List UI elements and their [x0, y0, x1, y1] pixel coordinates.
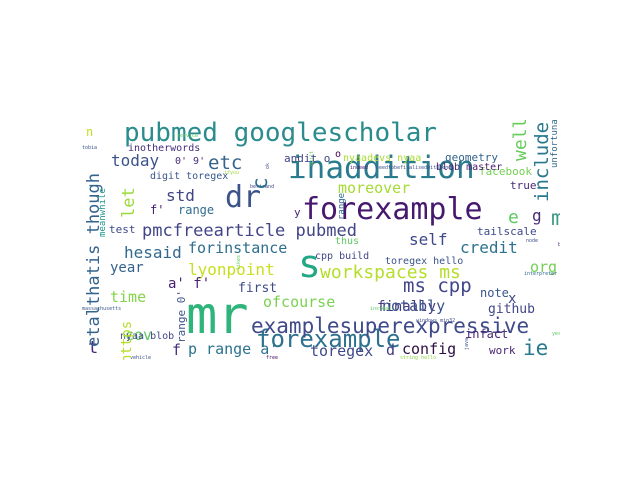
word-inotherwords: inotherwords: [128, 143, 201, 154]
word-x: x: [508, 291, 517, 307]
word-well: well: [510, 120, 531, 161]
word-y: y: [294, 206, 301, 219]
word-infact: infact: [465, 327, 509, 341]
word-d: d: [386, 341, 396, 359]
word-test: test: [109, 223, 136, 236]
word-andit: andit o: [284, 152, 331, 165]
word-notably: notably: [382, 297, 446, 315]
word-lyonpoint: lyonpoint: [188, 260, 275, 279]
word-facebook: facebook: [479, 165, 532, 178]
word-s: s: [298, 242, 321, 286]
word-thus: thus: [335, 236, 360, 247]
word-bertrand: bertrand: [250, 184, 275, 190]
word-nyaa-blob: nyaa blob: [120, 331, 175, 342]
word-java: java: [464, 337, 470, 350]
word-note: note: [480, 286, 509, 300]
word-n: n: [86, 125, 94, 139]
word-ifyou: ifyou: [224, 170, 240, 176]
word-finally: finally: [377, 299, 437, 315]
word-moreover: moreover: [338, 179, 411, 197]
word-credit: credit: [460, 238, 518, 257]
word-year: year: [110, 260, 144, 276]
word-m: m: [551, 206, 560, 230]
word-needtobefinalisedwith-end: needtobefinalisedwith end: [376, 165, 452, 171]
word-node: node: [526, 238, 539, 244]
word-range-1: range: [178, 203, 215, 217]
word-self: self: [409, 230, 448, 249]
word-pmcfreearticle-pubmed: pmcfreearticle pubmed: [142, 221, 357, 241]
word-free: free: [266, 355, 279, 361]
word-include: include: [531, 121, 553, 202]
word-cpp-build: cpp build: [315, 251, 370, 262]
word-instead: instead: [370, 306, 392, 312]
word-cloud: pubmed googlescholar inaddition forexample…: [80, 120, 560, 360]
word-digit-toregex: digit toregex: [150, 171, 229, 182]
word-ms-cpp: ms cpp: [403, 275, 472, 297]
word-o-small: o: [335, 149, 342, 160]
word-built: built: [309, 150, 315, 166]
word-range-2: range: [337, 192, 347, 220]
word-ofcourse: ofcourse: [263, 293, 336, 311]
word-forexample-1: forexample: [302, 192, 483, 227]
word-tailscale: tailscale: [477, 225, 537, 238]
word-let: let: [119, 187, 139, 218]
word-meanwhile: meanwhile: [98, 188, 108, 237]
word-toregex: toregex: [310, 342, 374, 360]
word-work: work: [489, 344, 516, 357]
word-org: org: [530, 258, 558, 276]
word-today: today: [111, 151, 160, 170]
word-config: config: [402, 340, 457, 358]
word-yes: yes: [552, 331, 560, 337]
word-toregex-hello: toregex hello: [385, 256, 464, 267]
word-mr: mr: [186, 286, 249, 346]
word-f-prime: f': [150, 203, 165, 217]
word-indeed: indeed: [350, 165, 369, 171]
word-cov: cov: [125, 326, 153, 344]
word-t: t: [88, 338, 99, 358]
word-examplesuperexpressive: examplesuperexpressive: [251, 314, 530, 338]
word-tobia: tobia: [82, 145, 98, 151]
word-g: g: [532, 206, 542, 225]
word-true: true: [510, 179, 537, 192]
word-ie: ie: [523, 336, 549, 360]
word-forexample-2: forexample: [256, 325, 401, 353]
word-pubmed-googlescholar: pubmed googlescholar: [124, 120, 438, 148]
word-nyaadevs-nyaa: nyaadevs nyaa: [343, 153, 422, 164]
word-ok: ok: [265, 162, 271, 169]
word-github: github: [488, 302, 535, 317]
word-string-hello: string hello: [400, 355, 437, 361]
word-likes: likes: [236, 254, 242, 270]
word-f: f: [172, 341, 182, 359]
word-inaddition: inaddition: [288, 150, 475, 186]
word-massachusetts: massachusetts: [82, 306, 122, 312]
word-workspaces-ms: workspaces ms: [320, 262, 461, 283]
word-service: service: [177, 133, 199, 139]
word-first: first: [238, 281, 278, 296]
word-time: time: [110, 288, 147, 306]
word-hesaid: hesaid: [124, 243, 182, 262]
word-forinstance: forinstance: [188, 239, 288, 257]
word-b: b: [558, 242, 560, 248]
word-std: std: [166, 186, 195, 205]
word-https: https: [119, 320, 135, 360]
word-vehicle: vehicle: [130, 355, 152, 361]
word-e: e: [508, 207, 519, 228]
word-c: c: [248, 177, 272, 190]
word-0-9: 0' 9': [175, 156, 206, 167]
word-blob-master: blob master: [436, 162, 503, 173]
word-a-f: a' f': [168, 276, 211, 292]
word-etc: etc: [208, 152, 243, 174]
word-windows-min32: windows min32: [416, 318, 456, 324]
word-geometry: geometry: [445, 151, 498, 164]
word-p-range-a: p range a': [188, 340, 279, 358]
word-range-0: range 0': [175, 290, 188, 343]
word-dr: dr: [225, 180, 262, 215]
word-interpreter: interpreter: [524, 271, 558, 277]
